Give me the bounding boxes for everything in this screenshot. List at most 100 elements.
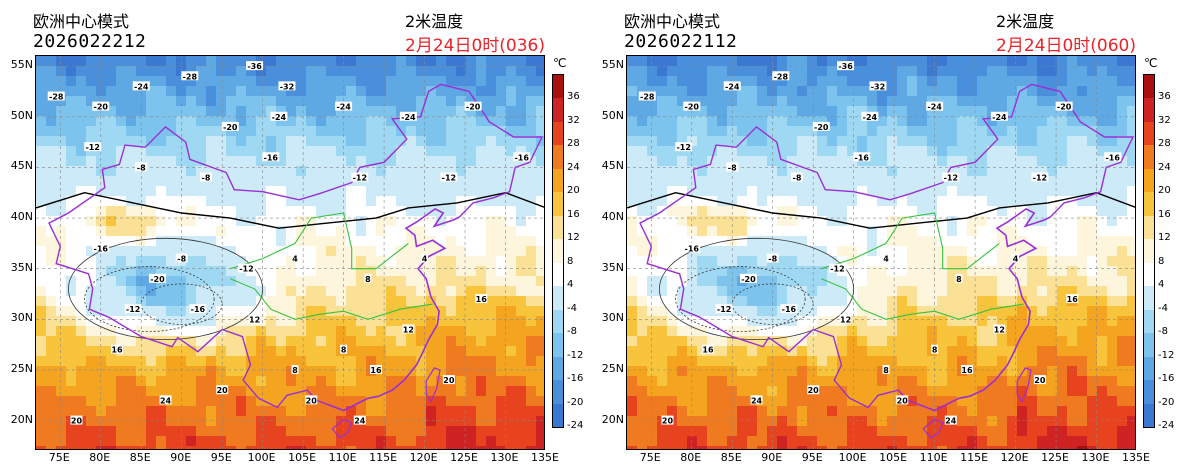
- temperature-cell: [366, 356, 377, 367]
- temperature-cell: [36, 356, 47, 367]
- temperature-cell: [36, 366, 47, 377]
- temperature-cell: [927, 176, 938, 187]
- temperature-cell: [476, 356, 487, 367]
- temperature-cell: [637, 356, 648, 367]
- temperature-cell: [446, 66, 457, 77]
- colorbar-segment: [553, 168, 563, 193]
- temperature-cell: [316, 96, 327, 107]
- temperature-cell: [1107, 446, 1118, 449]
- river: [230, 278, 433, 320]
- temperature-cell: [757, 76, 768, 87]
- temperature-cell: [1067, 326, 1078, 337]
- temperature-cell: [857, 56, 868, 67]
- temperature-cell: [877, 286, 888, 297]
- temperature-cell: [1067, 126, 1078, 137]
- temperature-cell: [1077, 196, 1088, 207]
- temperature-cell: [356, 406, 367, 417]
- temperature-cell: [336, 436, 347, 447]
- temperature-cell: [927, 316, 938, 327]
- temperature-cell: [396, 386, 407, 397]
- temperature-cell: [116, 246, 127, 257]
- temperature-cell: [827, 326, 838, 337]
- temperature-cell: [286, 106, 297, 117]
- temperature-cell: [206, 426, 217, 437]
- temperature-cell: [757, 326, 768, 337]
- temperature-cell: [877, 196, 888, 207]
- temperature-cell: [326, 326, 337, 337]
- temperature-cell: [306, 246, 317, 257]
- temperature-cell: [1027, 326, 1038, 337]
- temperature-cell: [406, 286, 417, 297]
- temperature-cell: [897, 226, 908, 237]
- temperature-cell: [336, 296, 347, 307]
- temperature-cell: [56, 106, 67, 117]
- temperature-cell: [356, 136, 367, 147]
- temperature-cell: [1077, 376, 1088, 387]
- temperature-cell: [196, 406, 207, 417]
- temperature-cell: [1107, 426, 1118, 437]
- temperature-cell: [176, 286, 187, 297]
- temperature-cell: [506, 336, 517, 347]
- temperature-cell: [486, 86, 497, 97]
- temperature-cell: [897, 436, 908, 447]
- temperature-cell: [1127, 256, 1135, 267]
- temperature-cell: [817, 296, 828, 307]
- temperature-cell: [396, 406, 407, 417]
- temperature-cell: [306, 236, 317, 247]
- temperature-cell: [997, 166, 1008, 177]
- temperature-cell: [106, 146, 117, 157]
- temperature-cell: [1127, 306, 1135, 317]
- temperature-cell: [296, 226, 307, 237]
- temperature-cell: [266, 326, 277, 337]
- temperature-cell: [176, 96, 187, 107]
- temperature-cell: [787, 416, 798, 427]
- temperature-cell: [677, 216, 688, 227]
- temperature-cell: [276, 76, 287, 87]
- temperature-cell: [196, 396, 207, 407]
- temperature-cell: [436, 336, 447, 347]
- temperature-cell: [146, 426, 157, 437]
- temperature-cell: [206, 156, 217, 167]
- temperature-cell: [336, 406, 347, 417]
- temperature-cell: [436, 246, 447, 257]
- temperature-cell: [316, 146, 327, 157]
- temperature-cell: [827, 426, 838, 437]
- temperature-cell: [897, 76, 908, 87]
- temperature-cell: [166, 266, 177, 277]
- temperature-cell: [336, 206, 347, 217]
- hainan-outline: [922, 418, 944, 439]
- temperature-cell: [406, 66, 417, 77]
- temperature-cell: [957, 376, 968, 387]
- temperature-cell: [947, 446, 958, 449]
- temperature-cell: [176, 266, 187, 277]
- temperature-cell: [687, 146, 698, 157]
- temperature-cell: [967, 96, 978, 107]
- temperature-cell: [286, 276, 297, 287]
- temperature-cell: [717, 436, 728, 447]
- temperature-cell: [867, 126, 878, 137]
- temperature-cell: [947, 166, 958, 177]
- temperature-cell: [1077, 306, 1088, 317]
- temperature-cell: [506, 306, 517, 317]
- temperature-cell: [967, 276, 978, 287]
- temperature-cell: [326, 206, 337, 217]
- temperature-cell: [396, 396, 407, 407]
- temperature-cell: [937, 156, 948, 167]
- temperature-cell: [226, 416, 237, 427]
- temperature-cell: [667, 106, 678, 117]
- temperature-cell: [707, 276, 718, 287]
- temperature-cell: [957, 216, 968, 227]
- temperature-cell: [236, 446, 247, 449]
- temperature-cell: [456, 436, 467, 447]
- temperature-cell: [66, 76, 77, 87]
- temperature-cell: [797, 256, 808, 267]
- contour-label: -24: [992, 113, 1007, 122]
- temperature-cell: [116, 56, 127, 67]
- temperature-cell: [1057, 336, 1068, 347]
- longitude-label: 135E: [1122, 451, 1150, 464]
- temperature-cell: [266, 236, 277, 247]
- temperature-cell: [426, 256, 437, 267]
- temperature-cell: [156, 416, 167, 427]
- temperature-cell: [236, 366, 247, 377]
- temperature-cell: [176, 326, 187, 337]
